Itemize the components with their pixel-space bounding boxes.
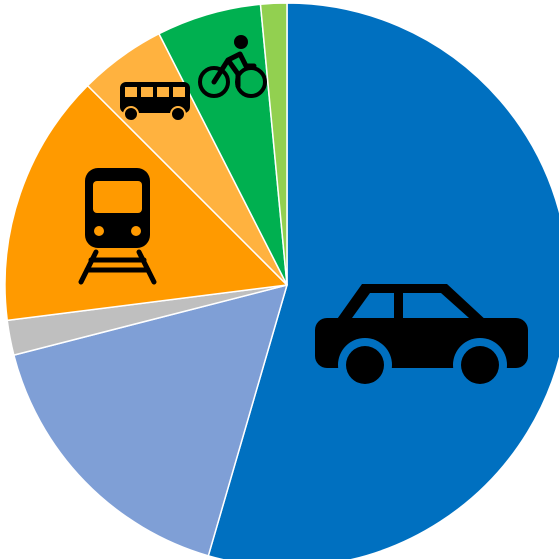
pie-slice (13, 284, 288, 557)
bicycle-icon (198, 35, 267, 98)
bus-icon (120, 82, 190, 122)
car-icon (315, 284, 528, 392)
slices (4, 2, 559, 559)
train-icon (78, 168, 157, 285)
pie-slice (259, 2, 288, 286)
pie-slice (207, 2, 559, 559)
icons (78, 35, 528, 392)
